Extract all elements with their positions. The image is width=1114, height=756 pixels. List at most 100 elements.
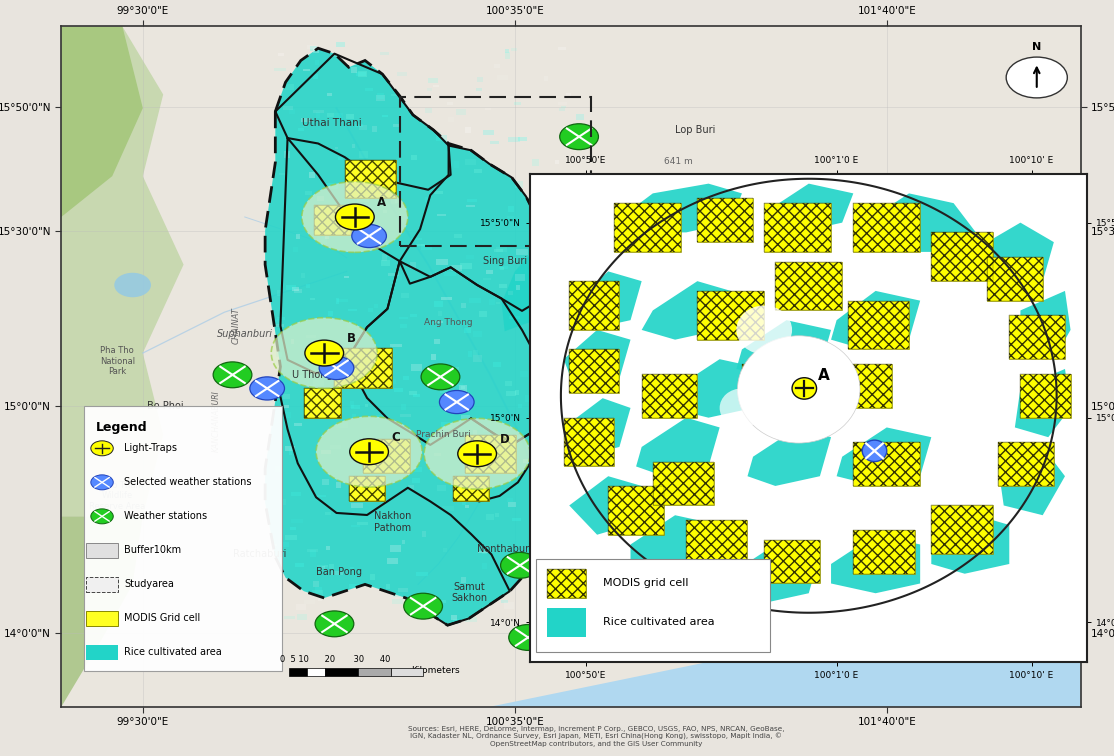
Text: Rice cultivated area: Rice cultivated area xyxy=(603,618,714,627)
Bar xyxy=(553,418,557,423)
Bar xyxy=(465,505,469,508)
Bar xyxy=(351,503,363,509)
Bar xyxy=(282,499,286,505)
Bar xyxy=(325,233,329,239)
Bar xyxy=(350,567,354,571)
Bar xyxy=(496,302,500,304)
Bar xyxy=(537,376,548,379)
Bar xyxy=(486,271,494,274)
Bar xyxy=(397,72,408,76)
Bar xyxy=(515,102,521,104)
Bar xyxy=(280,405,290,408)
Bar xyxy=(267,544,276,546)
Bar xyxy=(421,243,432,249)
Bar xyxy=(310,45,316,51)
Bar xyxy=(292,287,300,292)
Bar xyxy=(276,352,283,358)
Text: CHAINAT: CHAINAT xyxy=(232,308,241,344)
Text: D: D xyxy=(499,432,509,445)
Bar xyxy=(490,141,499,144)
Bar xyxy=(434,376,447,379)
Polygon shape xyxy=(61,26,143,217)
Bar xyxy=(546,251,555,254)
Bar xyxy=(334,348,391,389)
Bar xyxy=(686,520,747,564)
Bar xyxy=(1020,373,1071,417)
Bar xyxy=(400,324,407,328)
Bar xyxy=(455,234,462,238)
Bar xyxy=(290,527,296,531)
Bar xyxy=(321,451,331,454)
Bar xyxy=(334,348,391,389)
Text: A: A xyxy=(818,367,830,383)
Bar xyxy=(569,349,619,393)
Bar xyxy=(411,154,418,160)
Bar xyxy=(486,514,494,520)
Bar xyxy=(352,414,356,418)
Polygon shape xyxy=(265,48,577,625)
Bar xyxy=(277,317,285,321)
Bar xyxy=(86,611,118,626)
Bar xyxy=(284,84,294,90)
Bar xyxy=(307,413,314,416)
Text: 641 m: 641 m xyxy=(664,156,692,166)
Bar xyxy=(456,109,466,115)
Bar xyxy=(558,101,567,105)
Bar xyxy=(495,249,504,252)
Bar xyxy=(466,618,478,621)
Bar xyxy=(478,551,489,553)
Bar xyxy=(853,530,915,574)
Bar xyxy=(340,352,346,357)
Circle shape xyxy=(352,225,387,248)
Bar xyxy=(307,668,325,676)
Text: Sikhio Tham
Wildlife
Reserve Area: Sikhio Tham Wildlife Reserve Area xyxy=(89,481,146,511)
Bar xyxy=(312,590,323,596)
Bar xyxy=(566,137,570,143)
Bar xyxy=(569,349,619,393)
Text: Kilometers: Kilometers xyxy=(411,666,459,675)
Bar xyxy=(301,118,312,122)
Bar xyxy=(545,76,548,81)
Bar xyxy=(462,466,468,470)
Bar xyxy=(336,482,341,488)
Bar xyxy=(424,108,432,113)
Bar xyxy=(441,422,451,429)
Bar xyxy=(274,324,284,327)
Bar xyxy=(775,262,842,311)
Bar xyxy=(998,442,1054,486)
Bar xyxy=(508,502,516,507)
Circle shape xyxy=(737,336,860,443)
Bar xyxy=(535,277,544,279)
Bar xyxy=(498,75,508,79)
Bar xyxy=(291,339,294,344)
Bar xyxy=(370,574,374,580)
Bar xyxy=(1009,315,1065,359)
Bar xyxy=(447,103,453,105)
Bar xyxy=(382,115,388,117)
Bar xyxy=(516,249,528,255)
Bar xyxy=(375,415,387,419)
Polygon shape xyxy=(642,281,731,339)
Bar xyxy=(291,492,301,496)
Circle shape xyxy=(509,624,547,650)
Text: BANGKOK: BANGKOK xyxy=(599,559,644,569)
Bar xyxy=(380,51,389,55)
Bar xyxy=(443,272,456,276)
Bar xyxy=(365,88,372,91)
Polygon shape xyxy=(731,544,820,603)
Bar xyxy=(998,442,1054,486)
Bar xyxy=(452,383,463,386)
Bar xyxy=(431,354,436,360)
Bar xyxy=(274,68,286,71)
Bar xyxy=(283,106,293,110)
Bar xyxy=(465,435,516,472)
Bar xyxy=(505,52,510,58)
Bar xyxy=(313,74,317,79)
Bar xyxy=(314,205,351,234)
Bar xyxy=(508,291,512,295)
Bar xyxy=(326,92,332,96)
Text: Ang Thong: Ang Thong xyxy=(424,318,473,327)
Bar xyxy=(322,566,325,569)
Bar xyxy=(276,290,282,296)
Bar xyxy=(284,138,291,141)
